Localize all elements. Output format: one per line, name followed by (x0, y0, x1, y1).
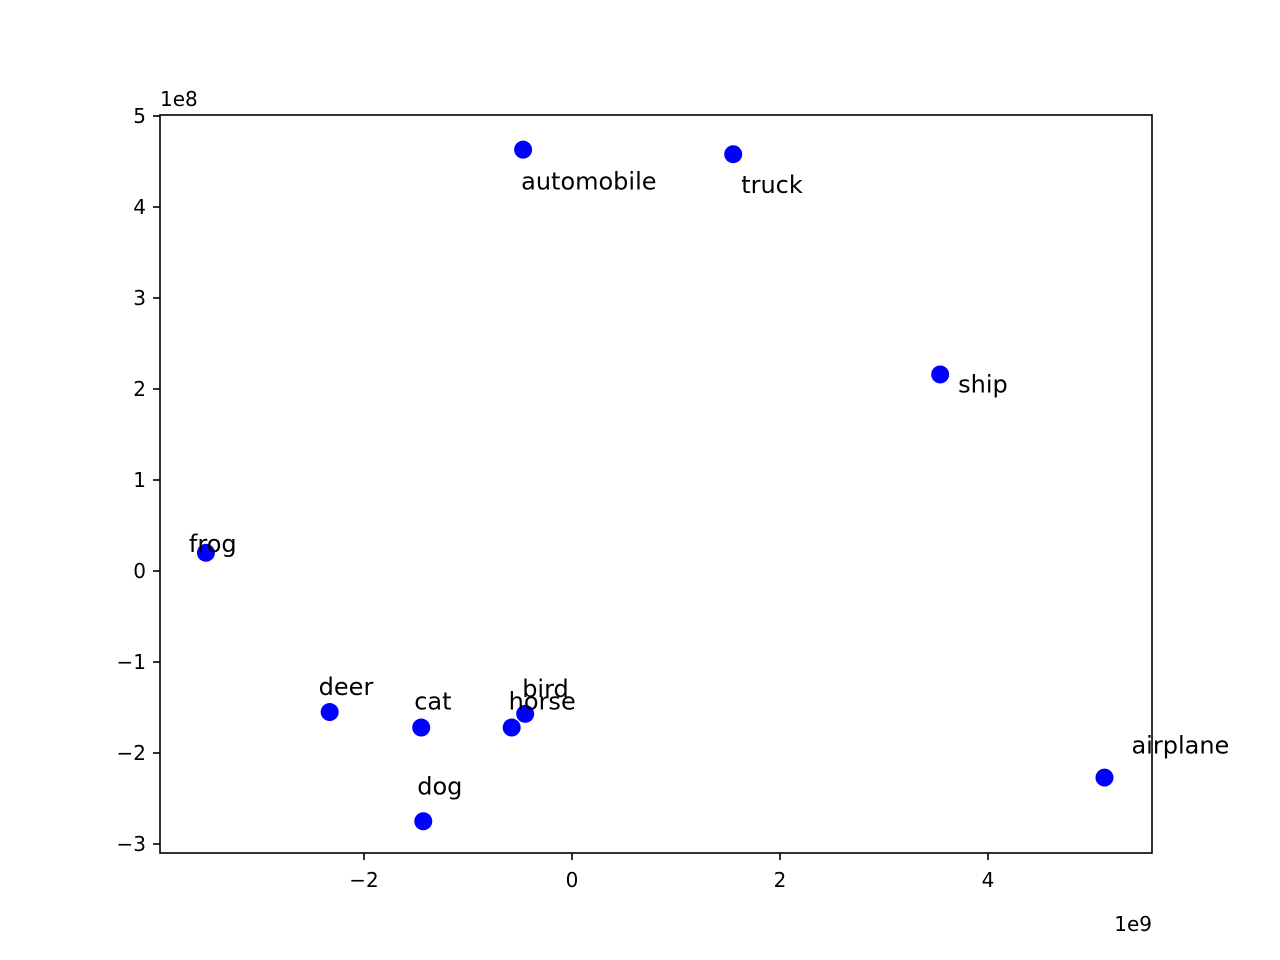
y-tick-label: 3 (133, 286, 146, 310)
data-point-dog (414, 812, 433, 831)
y-tick-label: 0 (133, 559, 146, 583)
y-tick-label: −2 (117, 741, 146, 765)
plot-area-frame (159, 114, 1153, 854)
x-tick-label: 2 (774, 868, 787, 892)
point-label-deer: deer (319, 673, 374, 701)
point-label-airplane: airplane (1131, 732, 1229, 760)
data-point-deer (320, 703, 339, 722)
y-axis-multiplier: 1e8 (160, 87, 198, 111)
point-label-cat: cat (414, 688, 451, 716)
y-tick-label: 5 (133, 104, 146, 128)
data-points (196, 140, 1114, 831)
x-tick-label: 0 (566, 868, 579, 892)
y-tick-label: 2 (133, 377, 146, 401)
data-point-cat (412, 718, 431, 737)
point-label-frog: frog (189, 530, 237, 558)
x-axis-multiplier: 1e9 (1114, 912, 1152, 936)
point-label-ship: ship (958, 370, 1008, 398)
data-point-airplane (1095, 768, 1114, 787)
y-tick-label: −1 (117, 650, 146, 674)
y-tick-label: 1 (133, 468, 146, 492)
x-tick-label: 4 (982, 868, 995, 892)
y-axis-ticks: −3 −2 −1 0 1 2 3 4 5 (117, 104, 160, 856)
x-tick-label: −2 (349, 868, 378, 892)
data-point-automobile (514, 140, 533, 159)
point-label-dog: dog (417, 772, 462, 800)
y-tick-label: −3 (117, 832, 146, 856)
data-point-ship (931, 365, 950, 384)
x-axis-ticks: −2 0 2 4 (349, 853, 994, 892)
point-label-horse: horse (509, 688, 576, 716)
y-tick-label: 4 (133, 195, 146, 219)
point-label-automobile: automobile (521, 168, 656, 196)
data-point-bird (516, 704, 535, 723)
data-point-frog (196, 543, 215, 562)
data-point-horse (502, 718, 521, 737)
data-point-truck (724, 145, 743, 164)
point-label-bird: bird (522, 675, 569, 703)
point-label-truck: truck (741, 171, 803, 199)
